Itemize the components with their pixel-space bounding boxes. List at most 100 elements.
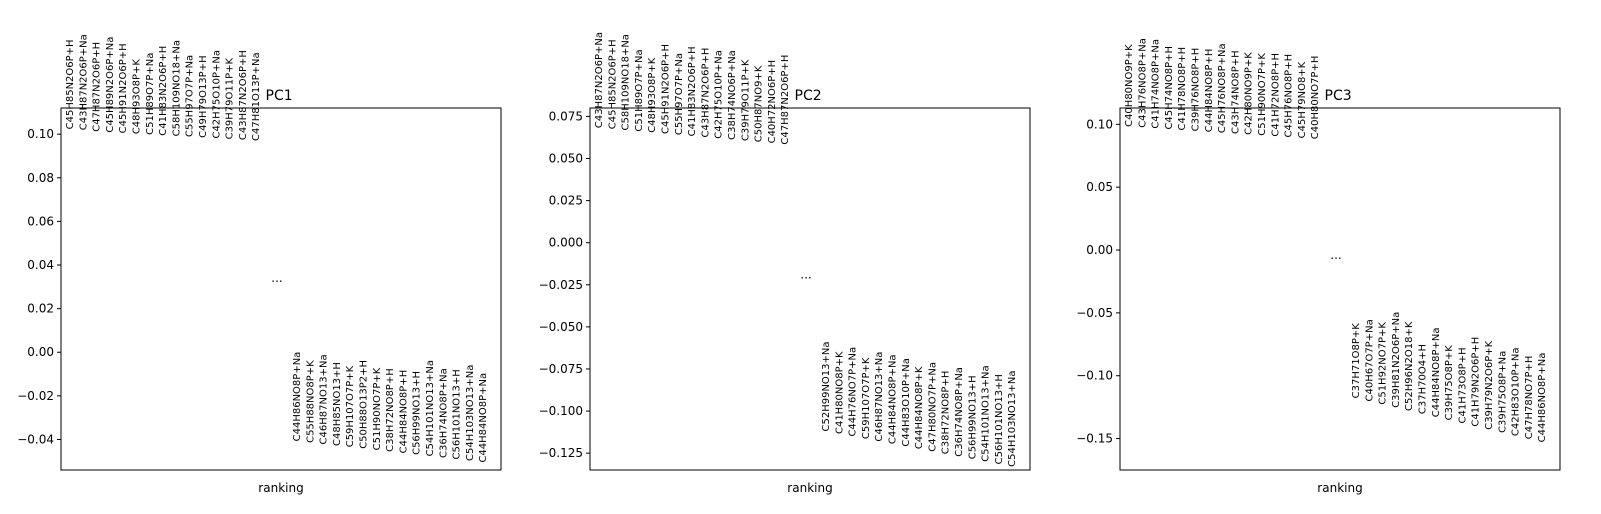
- bottom-loading-label: C39H81N2O6P+Na: [1391, 312, 1402, 408]
- bottom-loading-label: C48H85NO13+H: [332, 362, 343, 446]
- top-loading-label: C55H97O7P+Na: [185, 55, 196, 137]
- top-loading-label: C42H75O10P+Na: [714, 50, 725, 139]
- panel-pc2: 0.075 0.050 0.025 0.000 −0.025 −0.050 −0.075 −0…: [539, 32, 1031, 495]
- bottom-loading-label: C44H86NO8P+Na: [292, 352, 303, 442]
- bottom-loading-label: C54H101NO13+Na: [981, 365, 992, 461]
- y-tick-label: 0.00: [1086, 243, 1113, 257]
- y-tick-label: 0.05: [1086, 180, 1113, 194]
- bottom-loading-label: C39H79N2O6P+K: [1484, 340, 1495, 429]
- axes-frame: [589, 107, 1031, 471]
- bottom-loading-label: C42H83O10P+Na: [1511, 347, 1522, 436]
- bottom-loading-label: C44H84NO8P+Na: [478, 373, 489, 463]
- top-loading-label: C41H72NO8P+H: [1270, 53, 1281, 137]
- y-tick-label: 0.02: [27, 302, 54, 316]
- x-axis-label: ranking: [258, 481, 303, 495]
- top-loading-label: C45H76NO8P+Na: [1217, 43, 1228, 133]
- chart-title: PC3: [1325, 88, 1352, 104]
- bottom-loading-label: C54H101NO13+Na: [425, 360, 436, 456]
- top-loading-label: C43H87N2O6P+Na: [594, 32, 605, 128]
- y-tick-label: 0.000: [549, 236, 583, 250]
- bottom-loading-label: C40H67O7P+Na: [1364, 319, 1375, 401]
- bottom-loading-label: C44H86NO8P+Na: [1537, 353, 1548, 443]
- bottom-loading-label: C56H101NO13+H: [994, 374, 1005, 464]
- top-loading-label: C40H80NO7P+H: [1310, 56, 1321, 140]
- top-loading-label: C40H72NO6P+H: [767, 60, 778, 144]
- top-loading-label: C43H76NO8P+Na: [1137, 38, 1148, 128]
- gap-marker: ...: [1330, 248, 1341, 262]
- gap-marker: ...: [271, 271, 282, 285]
- bottom-loading-label: C56H99NO13+H: [967, 375, 978, 459]
- y-tick-label: −0.025: [539, 278, 583, 292]
- top-loading-label: C41H74NO8P+Na: [1151, 39, 1162, 129]
- y-tick-label: 0.10: [1086, 117, 1113, 131]
- y-tick-label: 0.04: [27, 258, 54, 272]
- top-loading-label: C47H87N2O6P+H: [780, 55, 791, 145]
- bottom-loading-label: C44H84NO8P+K: [914, 366, 925, 449]
- bottom-loading-label: C52H96N2O18+K: [1404, 321, 1415, 411]
- y-tick-label: 0.050: [549, 152, 583, 166]
- bottom-loading-label: C44H84NO8P+Na: [888, 354, 899, 444]
- top-loading-label: C45H85N2O6P+H: [65, 39, 76, 129]
- y-tick-label: −0.100: [539, 404, 583, 418]
- y-tick-label: −0.10: [1076, 369, 1113, 383]
- panel-pc1: 0.10 0.08 0.06 0.04 0.02 0.00 −0.02 −0.04 PC1 ran…: [17, 34, 502, 495]
- bottom-loading-label: C51H92NO7P+K: [1378, 322, 1389, 405]
- bottom-loading-label: C36H74NO8P+Na: [954, 367, 965, 457]
- top-loading-label: C41H78NO8P+H: [1177, 47, 1188, 131]
- top-loading-label: C43H87N2O6P+H: [238, 50, 249, 140]
- top-loading-label: C44H84NO8P+H: [1204, 49, 1215, 133]
- bottom-loading-label: C39H75O8P+K: [1444, 345, 1455, 421]
- top-loading-label: C42H75O10P+Na: [211, 50, 222, 139]
- top-loading-label: C58H109NO18+Na: [171, 40, 182, 136]
- bottom-loading-label: C52H99NO13+Na: [821, 341, 832, 431]
- y-tick-label: −0.050: [539, 320, 583, 334]
- top-loading-label: C43H87N2O6P+Na: [78, 34, 89, 130]
- top-loading-label: C55H97O7P+Na: [674, 53, 685, 135]
- gap-marker: ...: [800, 268, 811, 282]
- top-loading-label: C43H74NO8P+H: [1230, 50, 1241, 134]
- bottom-loading-label: C54H103NO13+Na: [465, 365, 476, 461]
- bottom-loading-label: C55H88NO8P+K: [305, 360, 316, 443]
- top-loading-label: C38H74NO6P+Na: [727, 50, 738, 140]
- bottom-loading-label: C44H83O10P+Na: [901, 358, 912, 447]
- y-tick-label: −0.04: [17, 432, 54, 446]
- top-loading-label: C51H89O7P+Na: [145, 53, 156, 135]
- y-tick-label: −0.075: [539, 362, 583, 376]
- bottom-loading-label: C41H73O8P+H: [1457, 347, 1468, 423]
- bottom-loading-label: C51H90NO7P+K: [372, 367, 383, 450]
- chart-title: PC1: [266, 88, 293, 104]
- top-loading-label: C45H76NO8P+H: [1284, 54, 1295, 138]
- top-loading-label: C48H93O8P+K: [132, 59, 143, 135]
- bottom-loading-label: C59H107O7P+K: [861, 357, 872, 439]
- bottom-loading-label: C37H70O4+H: [1418, 344, 1429, 414]
- top-loading-label: C41H83N2O6P+H: [158, 46, 169, 136]
- top-loading-label: C50H87NO9+K: [754, 65, 765, 142]
- bottom-loading-label: C38H72NO8P+H: [385, 368, 396, 452]
- axes-frame: [1119, 107, 1561, 471]
- top-loading-label: C42H80NO9P+K: [1244, 52, 1255, 135]
- top-loading-label: C47H81O13P+Na: [251, 52, 262, 141]
- top-loading-label: C45H74NO8P+H: [1164, 46, 1175, 130]
- x-axis-label: ranking: [1317, 481, 1362, 495]
- bottom-loading-label: C46H87NO13+Na: [874, 352, 885, 442]
- bottom-loading-label: C56H101NO13+H: [452, 369, 463, 459]
- y-tick-label: 0.025: [549, 194, 583, 208]
- top-loading-label: C45H89N2O6P+Na: [105, 37, 116, 133]
- top-loading-label: C58H109NO18+Na: [621, 34, 632, 130]
- top-loading-label: C43H87N2O6P+H: [700, 48, 711, 138]
- bottom-loading-label: C41H80NO8P+K: [834, 351, 845, 434]
- top-loading-label: C39H79O11P+K: [740, 59, 751, 141]
- top-loading-label: C45H91N2O6P+H: [661, 44, 672, 134]
- x-axis-label: ranking: [787, 481, 832, 495]
- y-tick-label: −0.02: [17, 389, 54, 403]
- top-loading-label: C39H76NO8P+H: [1191, 48, 1202, 132]
- top-loading-label: C47H87N2O6P+H: [92, 42, 103, 132]
- top-loading-label: C45H79NO8+K: [1297, 61, 1308, 138]
- top-loading-label: C51H90NO7P+K: [1257, 53, 1268, 136]
- y-tick-label: −0.15: [1076, 432, 1113, 446]
- y-tick-label: −0.05: [1076, 306, 1113, 320]
- bottom-loading-label: C44H84NO8P+Na: [1431, 328, 1442, 418]
- bottom-loading-label: C46H87NO13+Na: [319, 354, 330, 444]
- bottom-loading-label: C37H71O8P+K: [1351, 323, 1362, 399]
